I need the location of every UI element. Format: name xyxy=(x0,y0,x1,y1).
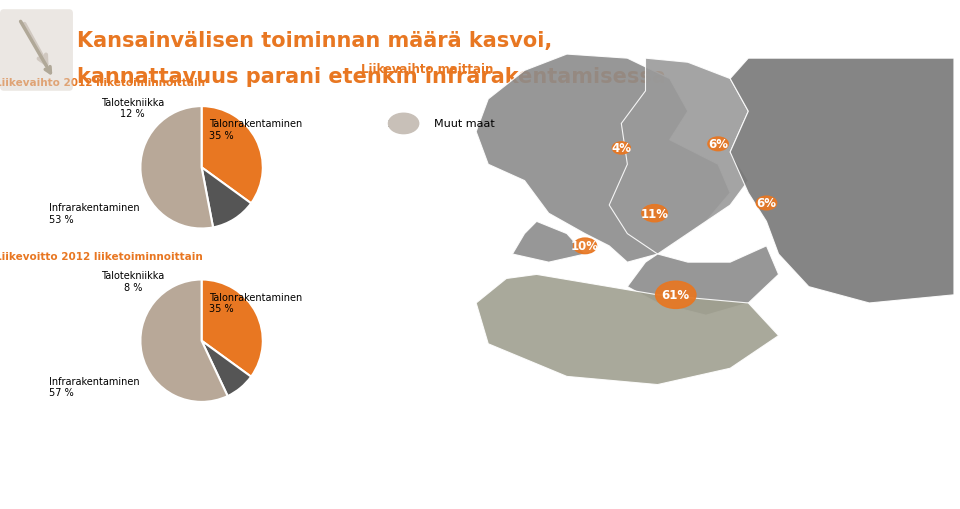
Circle shape xyxy=(656,281,696,309)
Text: Talotekniikka
12 %: Talotekniikka 12 % xyxy=(101,98,164,119)
Text: Kansainvälisen toiminnan määrä kasvoi,: Kansainvälisen toiminnan määrä kasvoi, xyxy=(77,31,552,50)
Circle shape xyxy=(573,239,596,254)
Text: 9.4.2013: 9.4.2013 xyxy=(62,485,108,495)
Text: Muut maat: Muut maat xyxy=(434,119,494,129)
Circle shape xyxy=(708,138,729,151)
Polygon shape xyxy=(731,59,954,303)
Polygon shape xyxy=(610,59,749,255)
FancyBboxPatch shape xyxy=(0,10,73,92)
Polygon shape xyxy=(513,222,585,263)
Text: 61%: 61% xyxy=(661,289,690,302)
Wedge shape xyxy=(202,107,263,204)
Wedge shape xyxy=(140,280,228,402)
Text: © LEMMINKÄINEN: © LEMMINKÄINEN xyxy=(838,485,931,495)
Text: 6%: 6% xyxy=(756,197,777,210)
FancyArrowPatch shape xyxy=(24,25,46,65)
Polygon shape xyxy=(627,246,779,316)
Polygon shape xyxy=(476,275,779,385)
Circle shape xyxy=(612,143,631,155)
Text: kannattavuus parani etenkin infrarakentamisessa: kannattavuus parani etenkin infrarakenta… xyxy=(77,67,665,87)
Text: Infrarakentaminen
57 %: Infrarakentaminen 57 % xyxy=(49,376,139,398)
Text: Infrarakentaminen
53 %: Infrarakentaminen 53 % xyxy=(49,203,139,224)
Text: 2%: 2% xyxy=(388,120,401,129)
Text: Liikevoitto 2012 liiketoiminnoittain: Liikevoitto 2012 liiketoiminnoittain xyxy=(0,251,203,261)
Wedge shape xyxy=(202,168,252,228)
Circle shape xyxy=(389,114,419,134)
Text: Talotekniikka
8 %: Talotekniikka 8 % xyxy=(101,271,164,292)
Circle shape xyxy=(642,205,667,222)
Text: 4%: 4% xyxy=(612,142,632,155)
Wedge shape xyxy=(202,280,263,377)
Wedge shape xyxy=(140,107,213,229)
Text: Liikevaihto 2012 liiketoiminnoittain: Liikevaihto 2012 liiketoiminnoittain xyxy=(0,78,205,88)
Circle shape xyxy=(756,197,777,210)
Text: Yhtiökokous 2013 / Timo Kohtamäki: Yhtiökokous 2013 / Timo Kohtamäki xyxy=(147,485,333,495)
Text: Talonrakentaminen
35 %: Talonrakentaminen 35 % xyxy=(209,292,302,314)
Text: 10%: 10% xyxy=(571,240,599,253)
Polygon shape xyxy=(476,55,731,263)
Text: Talonrakentaminen
35 %: Talonrakentaminen 35 % xyxy=(209,119,302,140)
Text: Liikevaihto maittain: Liikevaihto maittain xyxy=(361,63,493,76)
Wedge shape xyxy=(202,341,252,397)
Text: 6%: 6% xyxy=(708,138,728,151)
Text: 11%: 11% xyxy=(640,207,668,220)
Text: 19: 19 xyxy=(19,485,33,495)
